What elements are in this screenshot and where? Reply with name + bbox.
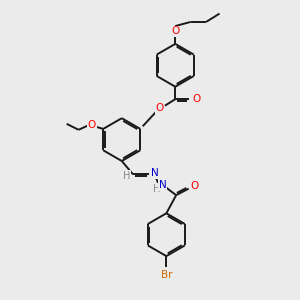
Text: O: O bbox=[192, 94, 200, 104]
Text: N: N bbox=[151, 168, 158, 178]
Text: H: H bbox=[123, 171, 130, 181]
Text: O: O bbox=[171, 26, 179, 36]
Text: O: O bbox=[190, 181, 199, 191]
Text: Br: Br bbox=[160, 269, 172, 280]
Text: N: N bbox=[159, 180, 167, 190]
Text: O: O bbox=[155, 103, 164, 113]
Text: H: H bbox=[153, 184, 160, 194]
Text: O: O bbox=[88, 120, 96, 130]
